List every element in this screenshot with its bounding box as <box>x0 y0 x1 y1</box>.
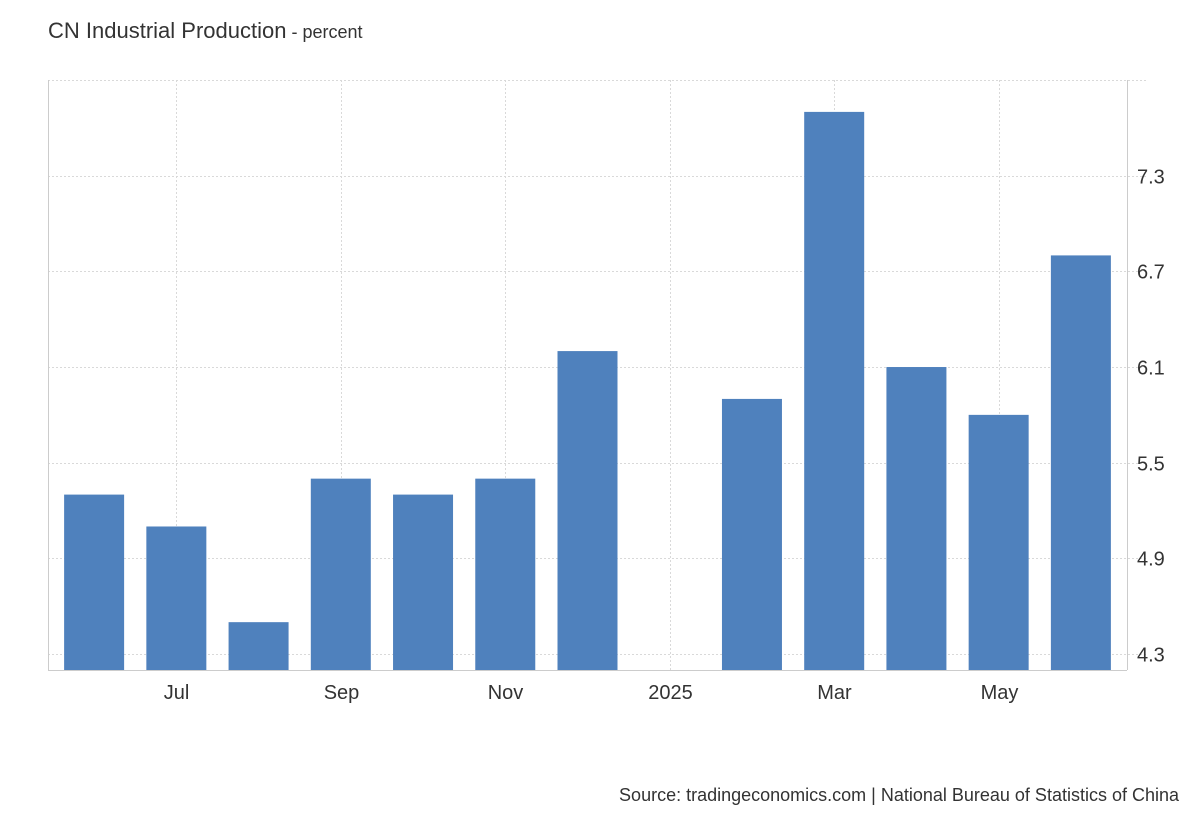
y-tick-label: 4.9 <box>1137 549 1165 571</box>
bar <box>557 351 618 670</box>
chart-title: CN Industrial Production <box>48 18 287 43</box>
bar <box>1050 255 1111 671</box>
bar <box>310 478 371 670</box>
y-tick-label: 5.5 <box>1137 454 1165 476</box>
chart-header: CN Industrial Production - percent <box>48 18 363 44</box>
x-tick-label: Nov <box>488 682 524 704</box>
x-tick-label: 2025 <box>648 682 693 704</box>
bar <box>804 111 865 670</box>
bar <box>968 414 1029 670</box>
bar <box>721 398 782 670</box>
bar <box>146 526 207 670</box>
bar <box>886 367 947 670</box>
y-tick-label: 6.1 <box>1137 358 1165 380</box>
axes <box>48 80 1128 671</box>
source-attribution: Source: tradingeconomics.com | National … <box>619 785 1179 805</box>
y-tick-label: 4.3 <box>1137 645 1165 667</box>
bar <box>393 494 454 670</box>
y-tick-label: 6.7 <box>1137 262 1165 284</box>
y-tick-label: 7.3 <box>1137 167 1165 189</box>
bar <box>228 622 289 670</box>
chart-unit: - percent <box>286 22 363 42</box>
x-tick-label: May <box>981 682 1019 704</box>
bar <box>64 494 125 670</box>
x-tick-label: Jul <box>164 682 190 704</box>
tick-labels: 4.3 4.9 5.5 6.1 6.7 7.3 Jul Sep Nov 2025 Mar May <box>164 167 1165 705</box>
x-tick-label: Sep <box>324 682 360 704</box>
bar <box>475 478 536 670</box>
bars <box>64 111 1111 671</box>
x-tick-label: Mar <box>817 682 852 704</box>
